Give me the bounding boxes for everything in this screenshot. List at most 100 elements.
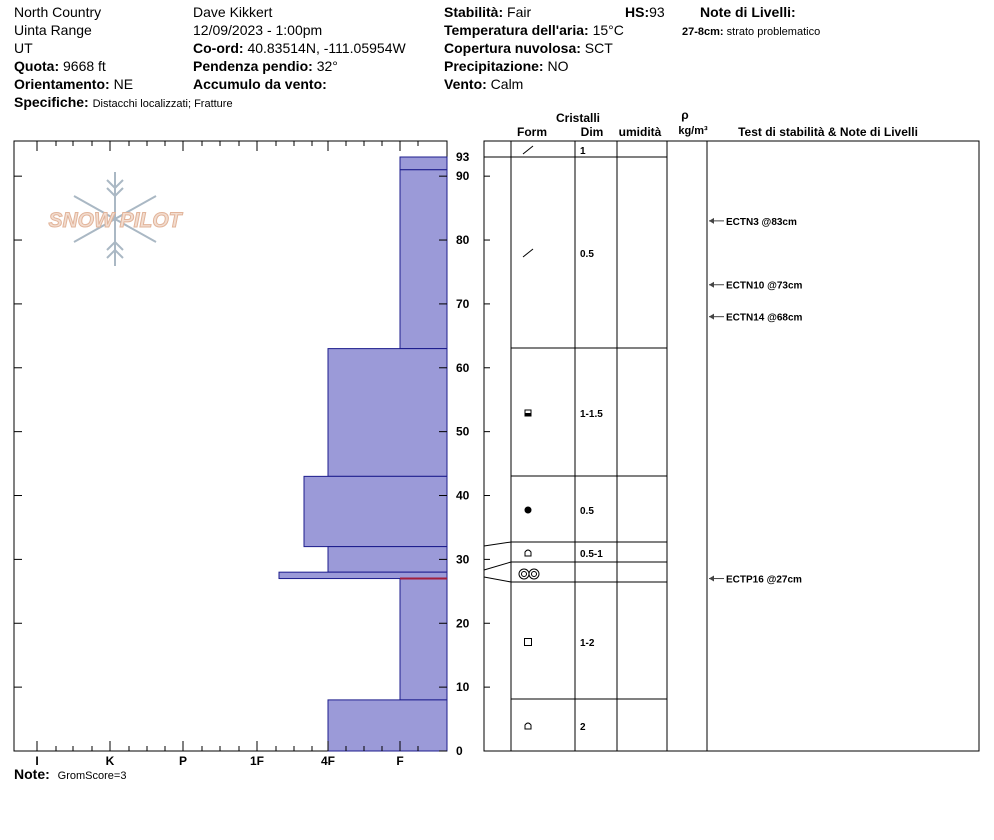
wind-loading: Accumulo da vento:	[193, 75, 327, 93]
precipitation: Precipitazione: NO	[444, 57, 568, 75]
note-value: GromScore=3	[57, 770, 127, 782]
hardness-tick-label: I	[35, 754, 38, 768]
coord-label: Co-ord:	[193, 40, 244, 56]
stability-value: Fair	[507, 4, 532, 20]
air-temp: Temperatura dell'aria: 15°C	[444, 21, 624, 39]
height-tick-label: 50	[456, 425, 470, 439]
hs: HS:93	[625, 3, 665, 21]
dim-header: Dim	[581, 125, 604, 139]
form-header: Form	[517, 125, 547, 139]
precip-label: Precipitazione:	[444, 58, 544, 74]
wind-label: Vento:	[444, 76, 487, 92]
hardness-layer-bar	[327, 348, 448, 477]
hardness-tick-label: K	[106, 754, 115, 768]
hardness-tick-label: 1F	[250, 754, 264, 768]
hs-value: 93	[649, 4, 665, 20]
elevation-value: 9668 ft	[63, 58, 106, 74]
snowflake-icon	[73, 172, 157, 266]
surface-hoar-icon	[528, 568, 540, 580]
test-arrowhead	[709, 575, 714, 582]
specifics-label: Specifiche:	[14, 94, 89, 110]
specifics-value: Distacchi localizzati; Fratture	[92, 98, 233, 110]
datetime: 12/09/2023 - 1:00pm	[193, 22, 323, 38]
layer-note-text: strato problematico	[726, 26, 821, 38]
slope-label: Pendenza pendio:	[193, 58, 313, 74]
range: Uinta Range	[14, 22, 92, 38]
height-tick-label: 30	[456, 552, 470, 566]
cloud-label: Copertura nuvolosa:	[444, 40, 581, 56]
test-arrowhead	[709, 217, 714, 224]
stability-label: Stabilità:	[444, 4, 504, 20]
faceted-crystal-icon	[524, 549, 532, 557]
observer: Dave Kikkert	[193, 4, 273, 20]
height-tick-label: 20	[456, 616, 470, 630]
stability: Stabilità: Fair	[444, 3, 531, 21]
height-tick-label: 40	[456, 489, 470, 503]
cloud-cover: Copertura nuvolosa: SCT	[444, 39, 613, 57]
grain-size-label: 0.5	[580, 506, 594, 517]
grain-size-label: 0.5	[580, 249, 594, 260]
faceted-crystal-icon	[524, 638, 532, 646]
grain-size-label: 1-2	[580, 638, 595, 649]
note: Note: GromScore=3	[14, 765, 126, 785]
hardness-layer-bar	[303, 475, 448, 548]
surface-hoar-icon	[518, 568, 530, 580]
height-tick-label: 70	[456, 297, 470, 311]
hardness-layer-bar	[327, 546, 448, 573]
height-tick-label: 80	[456, 233, 470, 247]
precip-value: NO	[547, 58, 569, 74]
hardness-tick-label: F	[396, 754, 403, 768]
layer-notes-label: Note di Livelli:	[700, 4, 796, 20]
height-tick-label: 90	[456, 169, 470, 183]
wind-value: Calm	[490, 76, 524, 92]
crystal-table-frame	[483, 140, 980, 752]
layer-connector	[483, 576, 512, 583]
layer-note: 27-8cm: strato problematico	[682, 23, 820, 41]
stability-test-label: ECTN14 @68cm	[726, 313, 803, 324]
height-tick-label: 0	[456, 744, 463, 758]
hardness-layer-bar	[399, 169, 448, 350]
layer-connector	[483, 561, 512, 571]
grain-size-label: 1-1.5	[580, 409, 603, 420]
air-temp-value: 15°C	[592, 22, 624, 38]
faceted-crystal-icon	[524, 722, 532, 730]
decomposing-fragments-icon	[522, 248, 534, 258]
layer-note-range: 27-8cm:	[682, 26, 724, 38]
layer-notes-title: Note di Livelli:	[700, 3, 796, 21]
coordinates: Co-ord: 40.83514N, -111.05954W	[193, 39, 406, 57]
elevation: Quota: 9668 ft	[14, 57, 106, 75]
coord-value: 40.83514N, -111.05954W	[247, 40, 406, 56]
rounded-grains-icon	[524, 506, 532, 514]
hardness-layer-bar	[399, 578, 448, 701]
aspect-value: NE	[113, 76, 134, 92]
rho-header: ρ	[681, 108, 688, 122]
slope: Pendenza pendio: 32°	[193, 57, 338, 75]
state: UT	[14, 40, 33, 56]
surface-hoar-icon	[531, 571, 537, 577]
tests-header: Test di stabilità & Note di Livelli	[738, 125, 918, 139]
hardness-layer-bar	[327, 699, 448, 752]
decomposing-fragments-icon	[522, 145, 534, 155]
cloud-value: SCT	[584, 40, 613, 56]
aspect: Orientamento: NE	[14, 75, 133, 93]
specifics: Specifiche: Distacchi localizzati; Fratt…	[14, 93, 233, 113]
hardness-tick-label: P	[179, 754, 187, 768]
stability-test-label: ECTN10 @73cm	[726, 281, 803, 292]
surface-hoar-icon	[521, 571, 527, 577]
wind-loading-label: Accumulo da vento:	[193, 76, 327, 92]
hardness-layer-bar	[278, 571, 448, 580]
test-arrowhead	[709, 281, 714, 288]
note-label: Note:	[14, 766, 50, 782]
logo-text: SNOW PILOT	[49, 209, 184, 232]
height-tick-label: 10	[456, 680, 470, 694]
hardness-tick-label: 4F	[321, 754, 335, 768]
layer-connector	[483, 541, 512, 547]
grain-size-label: 1	[580, 146, 586, 157]
moisture-header: umidità	[619, 125, 662, 139]
aspect-label: Orientamento:	[14, 76, 110, 92]
grain-size-label: 0.5-1	[580, 549, 603, 560]
crystals-header: Cristalli	[556, 111, 600, 125]
air-temp-label: Temperatura dell'aria:	[444, 22, 589, 38]
grain-size-label: 2	[580, 722, 586, 733]
